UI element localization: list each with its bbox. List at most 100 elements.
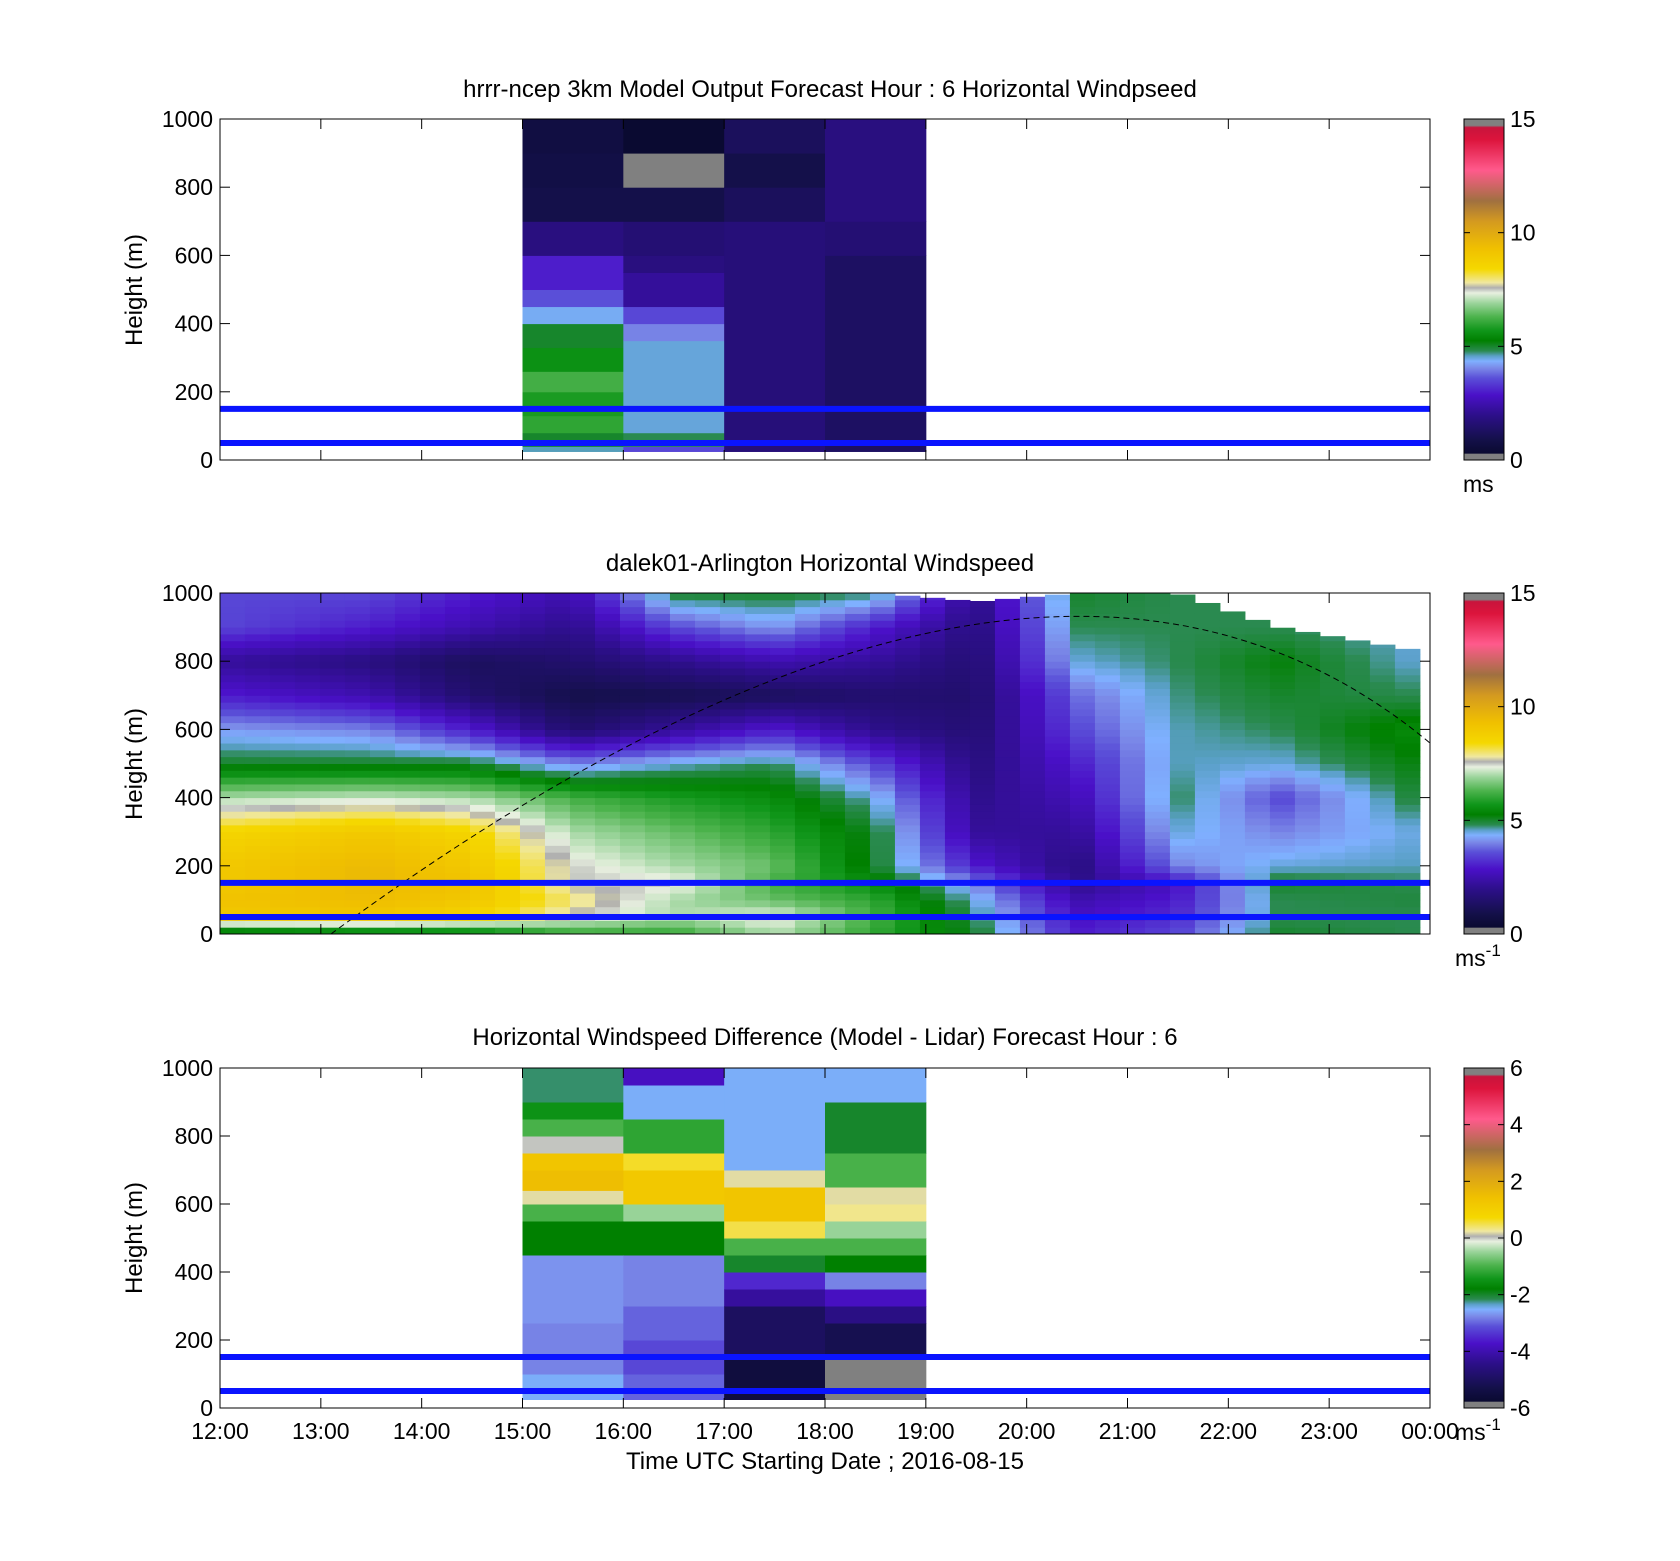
heatmap-cell (1194, 633, 1221, 642)
heatmap-cell (819, 661, 846, 669)
heatmap-cell (519, 620, 546, 628)
heatmap-cell (319, 681, 346, 689)
heatmap-cell (544, 811, 571, 819)
heatmap-cell (944, 893, 971, 901)
heatmap-cell (344, 593, 371, 601)
heatmap-cell (244, 920, 271, 928)
heatmap-cell (744, 906, 771, 915)
heatmap-cell (1194, 708, 1221, 717)
heatmap-cell (220, 729, 246, 737)
heatmap-cell (894, 661, 921, 669)
heatmap-cell (369, 899, 396, 908)
heatmap-cell (269, 824, 296, 833)
heatmap-cell (969, 681, 996, 689)
heatmap-cell (825, 221, 927, 256)
heatmap-cell (819, 668, 846, 676)
heatmap-cell (419, 838, 446, 846)
heatmap-cell (1269, 681, 1296, 689)
heatmap-cell (369, 831, 396, 840)
heatmap-cell (244, 899, 271, 908)
heatmap-cell (594, 845, 621, 853)
heatmap-cell (1044, 845, 1071, 853)
heatmap-cell (419, 872, 446, 880)
heatmap-cell (269, 620, 296, 628)
heatmap-cell (794, 770, 821, 778)
heatmap-cell (1244, 838, 1271, 846)
heatmap-cell (522, 1102, 624, 1120)
heatmap-cell (494, 893, 521, 901)
heatmap-cell (1094, 743, 1121, 751)
heatmap-cell (269, 920, 296, 928)
heatmap-cell (344, 845, 371, 853)
heatmap-cell (344, 818, 371, 826)
heatmap-cell (644, 920, 671, 928)
heatmap-cell (1094, 852, 1121, 860)
heatmap-cell (644, 777, 671, 785)
heatmap-cell (569, 804, 596, 812)
heatmap-cell (269, 865, 296, 874)
heatmap-cell (623, 1221, 725, 1256)
heatmap-cell (994, 702, 1021, 710)
heatmap-cell (1394, 702, 1421, 710)
heatmap-cell (623, 272, 725, 308)
heatmap-cell (794, 777, 821, 785)
heatmap-cell (444, 927, 471, 935)
heatmap-cell (1169, 708, 1196, 717)
heatmap-cell (869, 606, 896, 614)
heatmap-cell (469, 811, 496, 819)
heatmap-cell (619, 763, 646, 771)
heatmap-cell (719, 763, 746, 771)
heatmap-cell (369, 640, 396, 649)
heatmap-cell (744, 743, 771, 751)
heatmap-cell (544, 770, 571, 778)
heatmap-cell (694, 749, 721, 758)
heatmap-cell (269, 708, 296, 717)
heatmap-cell (1319, 845, 1346, 853)
heatmap-cell (969, 633, 996, 642)
heatmap-cell (944, 708, 971, 717)
heatmap-cell (669, 702, 696, 710)
heatmap-cell (1169, 783, 1196, 792)
heatmap-cell (694, 797, 721, 805)
heatmap-cell (1369, 763, 1396, 771)
heatmap-cell (344, 708, 371, 717)
heatmap-cell (220, 872, 246, 880)
heatmap-cell (869, 777, 896, 785)
heatmap-cell (444, 865, 471, 874)
heatmap-cell (1069, 804, 1096, 812)
heatmap-cell (344, 688, 371, 696)
heatmap-cell (319, 790, 346, 799)
heatmap-cell (1194, 783, 1221, 792)
heatmap-cell (1094, 695, 1121, 703)
heatmap-cell (444, 661, 471, 669)
heatmap-cell (494, 736, 521, 744)
heatmap-cell (894, 756, 921, 764)
heatmap-cell (1044, 818, 1071, 826)
heatmap-cell (444, 770, 471, 778)
heatmap-cell (544, 674, 571, 683)
heatmap-cell (1219, 831, 1246, 840)
heatmap-cell (844, 797, 871, 805)
heatmap-cell (1344, 770, 1371, 778)
heatmap-cell (1144, 770, 1171, 778)
heatmap-cell (220, 702, 246, 710)
heatmap-cell (719, 845, 746, 853)
heatmap-cell (1169, 661, 1196, 669)
heatmap-cell (494, 865, 521, 874)
heatmap-cell (544, 906, 571, 915)
heatmap-cell (519, 797, 546, 805)
heatmap-cell (269, 845, 296, 853)
heatmap-cell (419, 845, 446, 853)
heatmap-cell (269, 804, 296, 812)
heatmap-cell (719, 777, 746, 785)
colorbar-unit: ms-1 (1455, 941, 1501, 971)
heatmap-cell (994, 599, 1021, 608)
heatmap-cell (519, 702, 546, 710)
heatmap-cell (594, 927, 621, 935)
heatmap-cell (519, 668, 546, 676)
heatmap-cell (1169, 872, 1196, 880)
heatmap-cell (244, 729, 271, 737)
heatmap-cell (844, 729, 871, 737)
heatmap-cell (844, 893, 871, 901)
heatmap-cell (522, 347, 624, 372)
